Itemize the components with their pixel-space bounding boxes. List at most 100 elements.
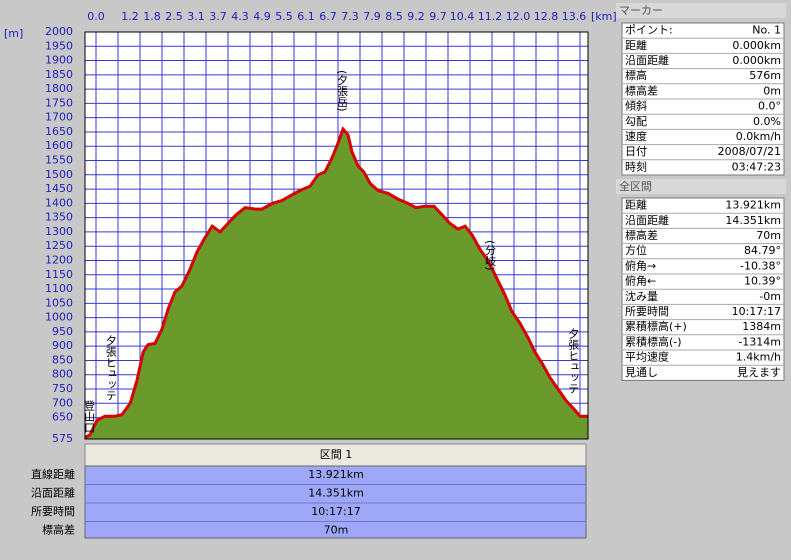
y-tick-label: 1900 [45,54,73,67]
row-label: 時刻 [625,159,647,173]
top-axis-label: 1.8 [143,10,161,23]
y-tick-label: 1650 [45,125,73,138]
row-value: 0m [763,84,781,97]
y-tick-label: 750 [52,382,73,395]
y-tick-label: 650 [52,411,73,424]
section-body [84,465,587,539]
y-unit: [m] [4,27,23,40]
y-tick-label: 1700 [45,111,73,124]
top-axis-label: 9.7 [429,10,447,23]
section-title: 区間 1 [320,448,353,461]
plot-frame [84,31,589,440]
y-tick-label: 575 [52,432,73,445]
y-tick-label: 1600 [45,139,73,152]
top-axis-label: 6.1 [297,10,315,23]
section-label: 沿面距離 [31,486,75,500]
marker-header [616,3,786,18]
row-label: 日付 [625,145,647,158]
row-label: 標高差 [625,228,658,242]
top-axis-label: 5.5 [275,10,293,23]
row-value: -0m [759,290,781,303]
row-label: 標高 [625,68,647,82]
row-label: 俯角→ [625,258,656,272]
row-label: 傾斜 [625,99,647,113]
row-label: 累積標高(-) [625,334,682,348]
row-value: 14.351km [725,214,781,227]
y-tick-label: 2000 [45,25,73,38]
section-value: 14.351km [308,487,364,500]
section-value: 70m [324,524,349,537]
row-label: ポイント: [625,24,673,37]
row-value: 1.4km/h [736,351,781,364]
y-tick-label: 1450 [45,182,73,195]
row-value: -1314m [738,335,781,348]
row-label: 沿面距離 [625,213,669,227]
annotation: 登山口 [83,399,96,433]
row-value: 84.79° [744,244,781,257]
row-label: 標高差 [625,83,658,97]
y-tick-label: 1050 [45,296,73,309]
section-label: 所要時間 [31,505,75,518]
row-label: 距離 [625,198,647,212]
y-tick-label: 1850 [45,68,73,81]
top-axis-label: 13.6 [562,10,587,23]
y-tick-label: 1950 [45,39,73,52]
row-value: 1384m [742,320,781,333]
row-value: 0.000km [732,39,781,52]
top-axis-label: 4.3 [231,10,249,23]
y-tick-label: 1750 [45,96,73,109]
row-value: 03:47:23 [732,160,781,173]
elevation-area [85,129,588,439]
annotation: 夕張ヒュッテ [104,335,117,401]
y-tick-label: 900 [52,339,73,352]
y-tick-label: 1400 [45,196,73,209]
top-axis-label: 8.5 [385,10,403,23]
marker-title: マーカー [619,4,663,17]
top-axis-label: 9.2 [407,10,425,23]
y-tick-label: 1500 [45,168,73,181]
annotation: (夕張岳) [336,70,349,112]
y-tick-label: 800 [52,368,73,381]
annotation: (分岐) [484,240,497,271]
top-axis-label: 3.7 [209,10,227,23]
y-tick-label: 1300 [45,225,73,238]
row-value: 0.0% [753,115,781,128]
row-value: 0.0km/h [736,130,781,143]
y-tick-label: 1150 [45,268,73,281]
row-value: 13.921km [725,199,781,212]
all_sections-title: 全区間 [619,179,652,193]
row-label: 累積標高(+) [625,319,687,333]
section-value: 10:17:17 [311,505,360,518]
row-value: 10:17:17 [732,305,781,318]
row-value: 見えます [737,366,781,379]
y-tick-label: 950 [52,325,73,338]
row-value: 70m [756,229,781,242]
row-label: 平均速度 [625,350,669,364]
top-axis-label: 7.9 [363,10,381,23]
row-label: 勾配 [625,115,647,128]
top-axis-label: 12.0 [506,10,531,23]
y-tick-label: 1000 [45,311,73,324]
row-label: 所要時間 [625,305,669,318]
row-label: 俯角← [625,274,656,288]
top-axis-label: 10.4 [450,10,475,23]
row-label: 沈み量 [625,289,658,303]
row-label: 見通し [625,366,658,379]
y-tick-label: 1200 [45,253,73,266]
top-axis-label: 7.3 [341,10,359,23]
y-tick-label: 1800 [45,82,73,95]
all_sections-header [616,179,786,194]
row-value: No. 1 [752,24,781,37]
y-tick-label: 1350 [45,211,73,224]
top-axis-label: 12.8 [534,10,559,23]
y-tick-label: 850 [52,353,73,366]
section-value: 13.921km [308,468,364,481]
top-axis-label: 3.1 [187,10,205,23]
top-axis-label: 1.2 [121,10,139,23]
y-tick-label: 1100 [45,282,73,295]
row-value: 576m [749,69,781,82]
row-label: 沿面距離 [625,53,669,67]
row-value: 10.39° [744,275,781,288]
